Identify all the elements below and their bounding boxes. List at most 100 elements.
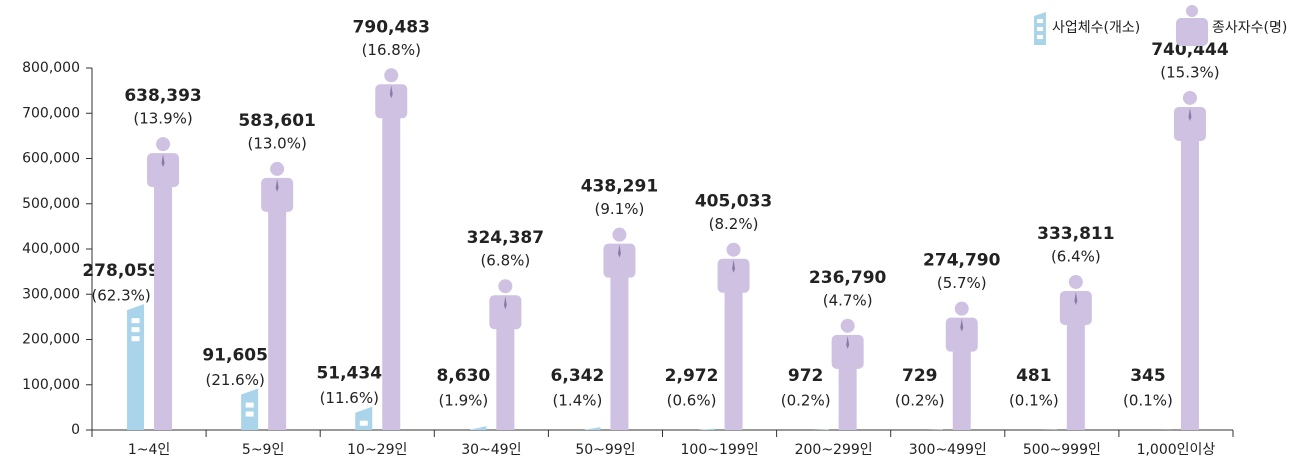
building-window: [246, 412, 254, 417]
establishment-bar: [583, 427, 600, 430]
y-tick-label: 600,000: [22, 151, 80, 167]
value-label: 333,811: [1037, 224, 1114, 244]
share-label: (0.1%): [1123, 392, 1173, 410]
share-label: (4.7%): [823, 291, 873, 309]
person-body: [154, 161, 172, 430]
share-label: (6.4%): [1051, 247, 1101, 265]
value-label: 324,387: [467, 228, 544, 248]
share-label: (13.9%): [133, 110, 192, 128]
share-label: (6.8%): [480, 252, 530, 270]
person-head: [156, 137, 170, 151]
x-tick-label: 1~4인: [128, 442, 170, 458]
value-label: 481: [1016, 366, 1052, 386]
share-label: (5.7%): [937, 274, 987, 292]
building-window: [246, 403, 254, 408]
person-head: [270, 162, 284, 176]
value-label: 2,972: [665, 366, 719, 386]
value-label: 274,790: [923, 251, 1001, 271]
value-label: 278,059: [82, 261, 159, 281]
worker-bar: [261, 162, 293, 430]
legend-person-body: [1176, 18, 1208, 46]
value-label: 345: [1130, 366, 1166, 386]
value-label: 438,291: [581, 177, 658, 197]
person-body: [382, 92, 400, 430]
value-label: 405,033: [695, 192, 772, 212]
share-label: (0.6%): [667, 392, 717, 410]
y-tick-label: 400,000: [22, 241, 80, 257]
person-head: [841, 319, 855, 333]
x-tick-label: 10~29인: [347, 442, 407, 458]
y-tick-label: 700,000: [22, 105, 80, 121]
x-tick-label: 5~9인: [242, 442, 284, 458]
building-window: [360, 421, 368, 426]
worker-bar: [489, 279, 521, 430]
share-label: (11.6%): [320, 389, 379, 407]
person-head: [955, 302, 969, 316]
share-label: (15.3%): [1160, 63, 1219, 81]
x-tick-label: 100~199인: [681, 442, 759, 458]
legend-person-head: [1186, 5, 1198, 17]
y-tick-label: 500,000: [22, 196, 80, 212]
building-body: [698, 429, 715, 430]
value-label: 583,601: [238, 111, 315, 131]
person-head: [498, 279, 512, 293]
x-tick-label: 30~49인: [461, 442, 521, 458]
legend-label: 사업체수(개소): [1052, 20, 1140, 36]
share-label: (16.8%): [362, 41, 421, 59]
person-body: [610, 252, 628, 430]
building-body: [355, 407, 372, 430]
establishment-bar: [469, 426, 486, 430]
legend-icon: [1034, 12, 1046, 45]
legend-window: [1037, 19, 1043, 23]
share-label: (0.2%): [781, 392, 831, 410]
worker-bar: [1174, 91, 1206, 430]
value-label: 6,342: [551, 366, 605, 386]
value-label: 638,393: [124, 86, 201, 106]
person-head: [1069, 275, 1083, 289]
share-label: (8.2%): [709, 215, 759, 233]
building-body: [241, 389, 258, 430]
chart: 0100,000200,000300,000400,000500,000600,…: [0, 0, 1300, 467]
value-label: 91,605: [202, 346, 268, 366]
building-body: [583, 427, 600, 430]
share-label: (0.1%): [1009, 392, 1059, 410]
worker-bar: [718, 243, 750, 430]
y-tick-label: 300,000: [22, 286, 80, 302]
establishment-bar: [127, 304, 144, 430]
x-tick-label: 1,000인이상: [1137, 442, 1216, 458]
x-tick-label: 50~99인: [575, 442, 635, 458]
legend-icon: [1176, 5, 1208, 46]
legend-window: [1037, 27, 1043, 31]
share-label: (1.9%): [438, 392, 488, 410]
x-tick-label: 300~499인: [909, 442, 987, 458]
y-tick-label: 800,000: [22, 60, 80, 76]
y-tick-label: 200,000: [22, 332, 80, 348]
person-head: [727, 243, 741, 257]
value-label: 236,790: [809, 268, 887, 288]
establishment-bar: [355, 407, 372, 430]
person-head: [1183, 91, 1197, 105]
worker-bar: [946, 302, 978, 430]
x-tick-label: 500~999인: [1023, 442, 1101, 458]
y-tick-label: 0: [71, 422, 80, 438]
person-body: [268, 186, 286, 430]
worker-bar: [147, 137, 179, 430]
person-body: [1181, 115, 1199, 430]
x-tick-label: 200~299인: [795, 442, 873, 458]
legend-window: [1037, 35, 1043, 39]
value-label: 790,483: [353, 17, 430, 37]
person-head: [612, 228, 626, 242]
worker-bar: [1060, 275, 1092, 430]
share-label: (21.6%): [205, 371, 264, 389]
establishment-bar: [241, 389, 258, 430]
building-window: [132, 336, 140, 341]
share-label: (1.4%): [553, 392, 603, 410]
share-label: (13.0%): [247, 134, 306, 152]
value-label: 8,630: [436, 366, 490, 386]
value-label: 729: [902, 366, 938, 386]
share-label: (0.2%): [895, 392, 945, 410]
legend-label: 종사자수(명): [1212, 20, 1287, 36]
worker-bar: [832, 319, 864, 430]
value-label: 972: [788, 366, 824, 386]
building-body: [469, 426, 486, 430]
